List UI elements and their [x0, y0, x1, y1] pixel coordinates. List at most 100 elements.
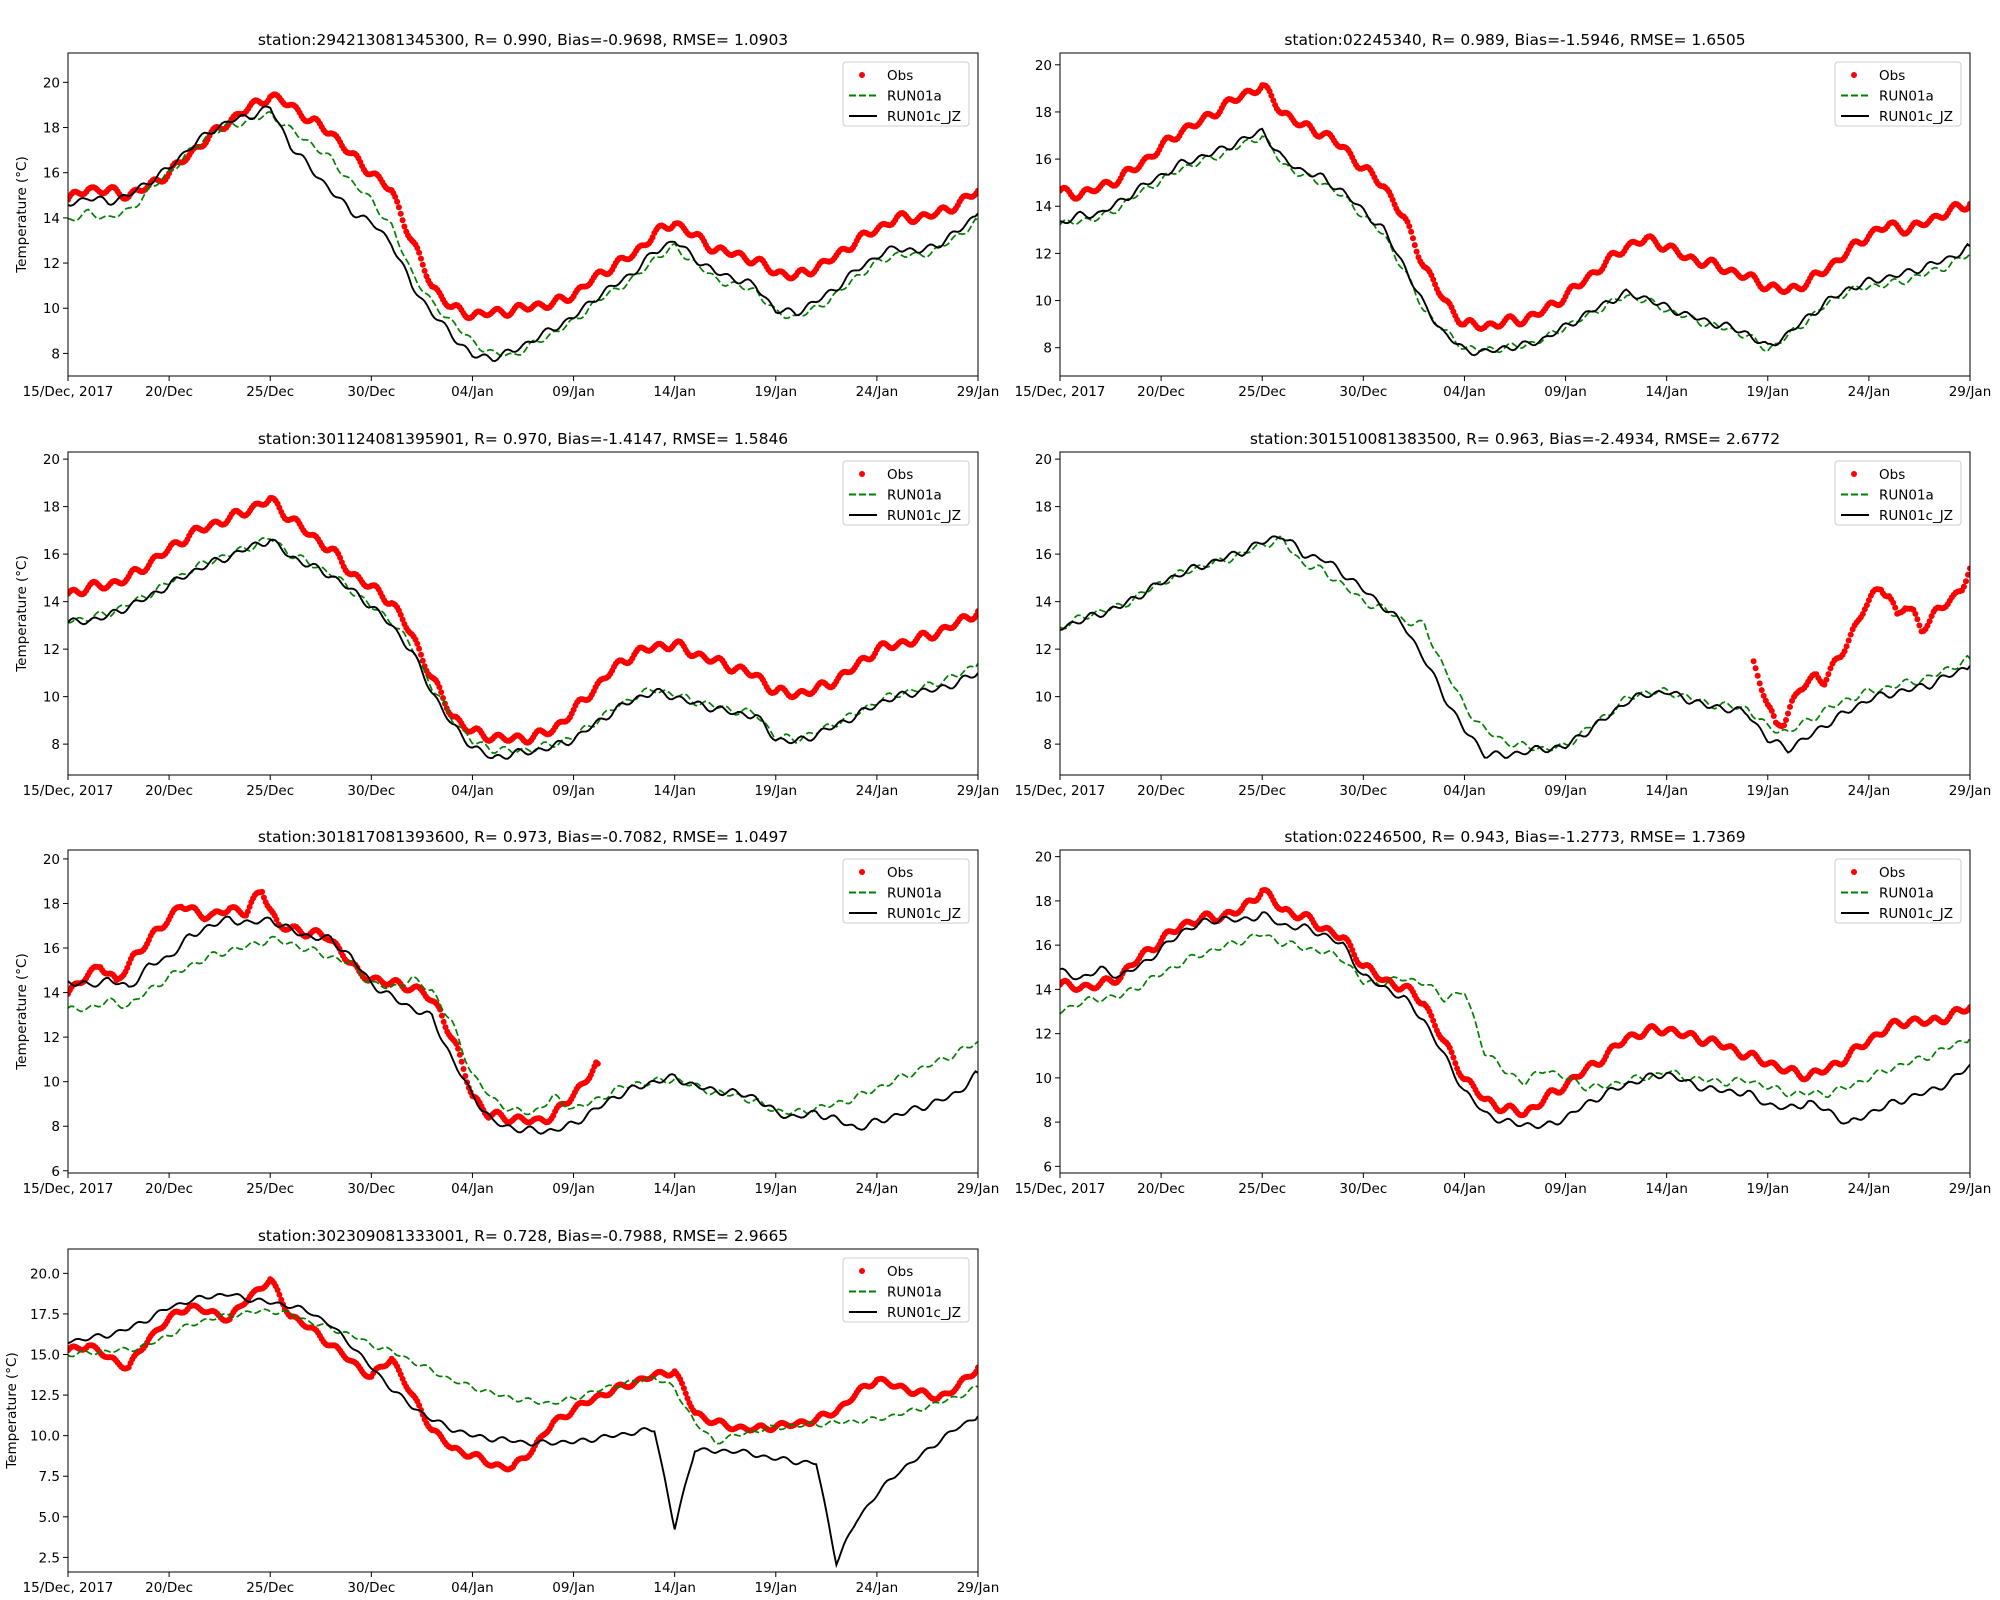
run01c-jz-line [1060, 535, 1970, 759]
obs-point [1783, 717, 1789, 723]
legend-label: RUN01c_JZ [887, 1305, 961, 1321]
x-tick-label: 20/Dec [1137, 384, 1185, 400]
legend-label: RUN01c_JZ [887, 906, 961, 922]
legend-label: RUN01a [887, 89, 942, 105]
legend-label: RUN01a [887, 488, 942, 504]
subplot-1: station:294213081345300, R= 0.990, Bias=… [14, 31, 999, 400]
obs-point [419, 657, 426, 664]
axes-frame [1059, 52, 1971, 377]
obs-point [399, 616, 406, 623]
obs-point [1912, 610, 1919, 617]
x-tick-label: 25/Dec [246, 1181, 294, 1197]
axes-frame [67, 451, 979, 776]
obs-point [392, 193, 399, 200]
x-tick-label: 29/Jan [957, 1181, 1000, 1197]
x-tick-label: 19/Jan [1747, 1181, 1790, 1197]
obs-point [414, 640, 421, 647]
x-tick-label: 25/Dec [1238, 783, 1286, 799]
x-tick-label: 20/Dec [1137, 783, 1185, 799]
y-tick-label: 6 [51, 1164, 60, 1180]
subplot-title: station:301510081383500, R= 0.963, Bias=… [1250, 430, 1780, 448]
y-tick-label: 16 [1035, 547, 1052, 563]
run01c-jz-line [1060, 127, 1970, 357]
legend: Obs RUN01a RUN01c_JZ [1834, 858, 1962, 924]
plot-area [68, 495, 978, 760]
obs-point [1865, 597, 1872, 604]
x-tick-label: 29/Jan [1949, 1181, 1992, 1197]
obs-point [440, 1018, 447, 1025]
obs-point [1963, 578, 1969, 585]
y-tick-label: 16 [43, 166, 60, 182]
subplot-4: station:301510081383500, R= 0.963, Bias=… [1015, 430, 1992, 799]
run01a-line [68, 1308, 978, 1445]
y-tick-label: 8 [51, 1119, 60, 1135]
obs-point [276, 1291, 283, 1298]
x-tick-label: 14/Jan [1645, 384, 1688, 400]
obs-point [278, 1296, 285, 1303]
x-tick-label: 19/Jan [1747, 384, 1790, 400]
x-tick-label: 25/Dec [1238, 384, 1286, 400]
obs-point [1408, 228, 1415, 235]
y-tick-label: 14 [43, 595, 60, 611]
obs-point [1752, 665, 1759, 672]
obs-point [1781, 722, 1787, 729]
obs-point [246, 903, 253, 910]
legend-marker-obs [859, 471, 865, 477]
obs-point [1411, 242, 1418, 249]
subplot-title: station:02245340, R= 0.989, Bias=-1.5946… [1284, 31, 1745, 49]
legend-marker-obs [859, 72, 865, 78]
y-tick-label: 16 [43, 941, 60, 957]
obs-point [973, 612, 978, 619]
obs-point [1785, 710, 1791, 717]
subplot-3: station:301124081395901, R= 0.970, Bias=… [14, 430, 999, 799]
y-tick-label: 10 [1035, 690, 1052, 706]
legend-label: Obs [1879, 865, 1905, 881]
axes-frame [67, 849, 979, 1174]
obs-point [1967, 565, 1970, 572]
obs-point [1916, 622, 1923, 629]
obs-point [273, 916, 280, 923]
run01a-line [1060, 535, 1970, 752]
obs-point [680, 1385, 687, 1392]
x-tick-label: 15/Dec, 2017 [23, 1181, 114, 1197]
y-tick-label: 18 [1035, 105, 1052, 121]
obs-point [1892, 604, 1899, 611]
obs-point [594, 1060, 601, 1067]
legend-box [842, 61, 970, 127]
x-tick-label: 09/Jan [1544, 1181, 1587, 1197]
x-tick-label: 19/Jan [1747, 783, 1790, 799]
obs-point [975, 187, 978, 194]
x-tick-label: 04/Jan [1443, 1181, 1486, 1197]
y-tick-label: 18 [1035, 500, 1052, 516]
obs-point [440, 695, 446, 701]
run01a-line [1060, 135, 1970, 354]
legend-label: RUN01c_JZ [1879, 906, 1953, 922]
obs-point [1450, 1054, 1457, 1061]
x-tick-label: 14/Jan [653, 1181, 696, 1197]
subplot-grid: station:294213081345300, R= 0.990, Bias=… [4, 31, 1991, 1596]
obs-point [1890, 599, 1897, 606]
obs-point [1967, 1004, 1970, 1011]
y-tick-label: 20.0 [30, 1266, 60, 1282]
y-tick-label: 20 [1035, 850, 1052, 866]
x-tick-label: 25/Dec [246, 1580, 294, 1596]
y-tick-label: 18 [43, 896, 60, 912]
legend: Obs RUN01a RUN01c_JZ [842, 460, 970, 526]
obs-point [397, 611, 404, 618]
subplot-6: station:02246500, R= 0.943, Bias=-1.2773… [1015, 828, 1992, 1197]
obs-point [460, 1066, 467, 1072]
x-tick-label: 04/Jan [451, 1181, 494, 1197]
y-tick-label: 5.0 [39, 1510, 60, 1526]
obs-point [455, 1045, 462, 1052]
obs-point [1770, 713, 1777, 719]
obs-point [1787, 703, 1793, 710]
x-tick-label: 30/Dec [1339, 783, 1387, 799]
y-tick-label: 8 [51, 737, 60, 753]
y-tick-label: 20 [43, 852, 60, 868]
subplot-title: station:02246500, R= 0.943, Bias=-1.2773… [1284, 828, 1745, 846]
legend-label: Obs [1879, 467, 1905, 483]
x-tick-label: 14/Jan [653, 384, 696, 400]
y-tick-label: 10 [1035, 1071, 1052, 1087]
y-tick-label: 12 [43, 1030, 60, 1046]
